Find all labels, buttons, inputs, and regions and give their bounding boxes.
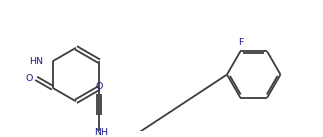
Text: NH: NH (94, 128, 108, 137)
Text: O: O (26, 74, 33, 83)
Text: HN: HN (29, 57, 43, 66)
Text: F: F (238, 38, 243, 47)
Text: O: O (95, 82, 103, 92)
